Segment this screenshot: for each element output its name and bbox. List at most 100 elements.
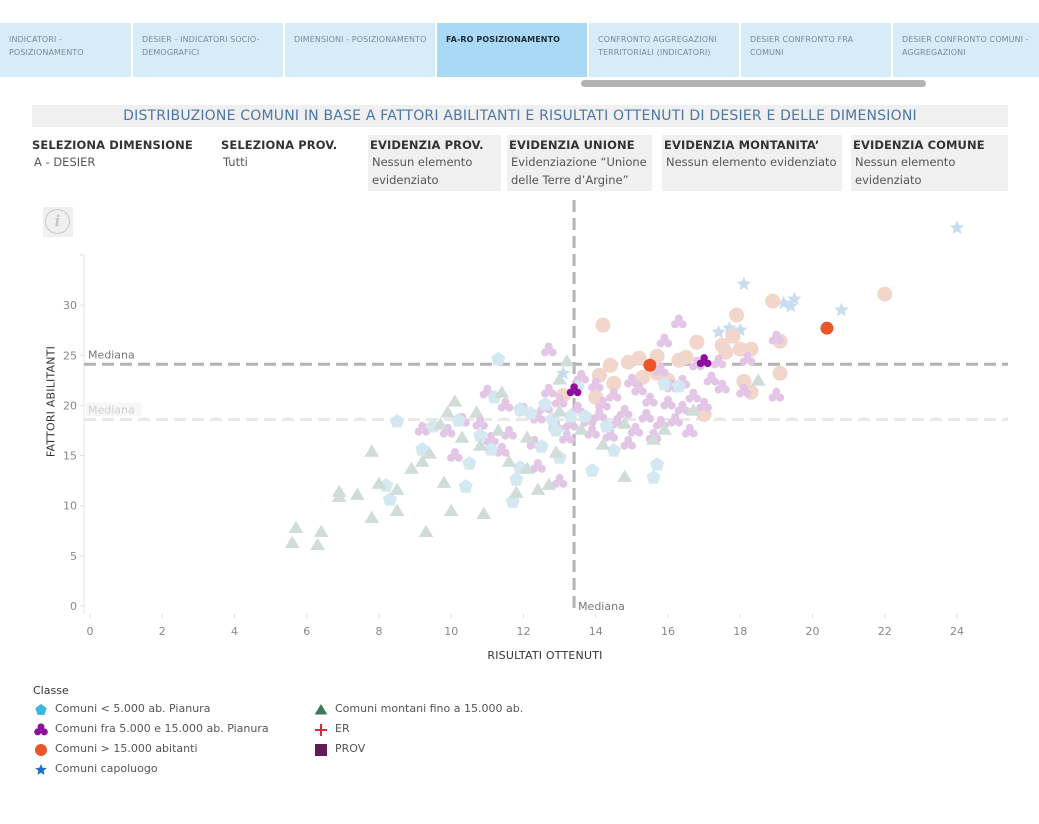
data-point[interactable]	[414, 421, 431, 436]
data-point[interactable]	[657, 422, 672, 435]
data-point[interactable]	[509, 472, 524, 486]
data-point[interactable]	[685, 403, 701, 416]
data-point[interactable]	[620, 354, 636, 370]
data-point[interactable]	[530, 458, 546, 473]
data-point[interactable]	[349, 487, 365, 500]
highlighted-data-point[interactable]	[696, 354, 712, 368]
data-point[interactable]	[599, 419, 614, 433]
data-point[interactable]	[389, 482, 405, 495]
data-point[interactable]	[736, 383, 752, 398]
data-point[interactable]	[732, 341, 748, 357]
data-point[interactable]	[765, 293, 781, 309]
data-point[interactable]	[585, 463, 600, 477]
data-point[interactable]	[548, 423, 564, 437]
filter-value[interactable]: Tutti	[223, 155, 248, 169]
data-point[interactable]	[404, 461, 419, 474]
data-point[interactable]	[548, 445, 564, 458]
circle-icon-shape[interactable]	[35, 744, 47, 756]
data-point[interactable]	[473, 428, 488, 442]
tab-dimensioni-posizionamento[interactable]: DIMENSIONI - POSIZIONAMENTO	[285, 23, 435, 77]
data-point[interactable]	[696, 397, 712, 412]
data-point[interactable]	[490, 423, 506, 436]
data-point[interactable]	[497, 397, 514, 412]
data-point[interactable]	[447, 447, 463, 462]
data-point[interactable]	[620, 435, 637, 450]
data-point[interactable]	[415, 442, 430, 456]
data-point[interactable]	[559, 354, 575, 367]
data-point[interactable]	[642, 392, 658, 407]
data-point[interactable]	[476, 506, 492, 519]
data-point[interactable]	[617, 469, 632, 482]
data-point[interactable]	[739, 351, 756, 366]
filter-value[interactable]: Nessun elemento evidenziato	[855, 155, 956, 187]
data-point[interactable]	[422, 446, 437, 459]
data-point[interactable]	[418, 524, 434, 538]
data-point[interactable]	[501, 454, 517, 467]
data-point[interactable]	[494, 385, 510, 398]
data-point[interactable]	[710, 354, 727, 369]
data-point[interactable]	[685, 388, 702, 403]
data-point[interactable]	[736, 373, 752, 389]
data-point[interactable]	[523, 405, 538, 420]
data-point[interactable]	[671, 352, 687, 368]
pentagon-icon-shape[interactable]	[35, 704, 47, 715]
data-point[interactable]	[635, 369, 651, 385]
data-point[interactable]	[949, 220, 965, 234]
data-point[interactable]	[552, 372, 567, 385]
data-point[interactable]	[783, 298, 798, 313]
data-point[interactable]	[595, 437, 611, 450]
data-point[interactable]	[667, 412, 684, 427]
data-point[interactable]	[364, 510, 380, 523]
tab-desier-indicatori-socio-demografici[interactable]: DESIER - INDICATORI SOCIO-DEMOGRAFICI	[133, 23, 283, 77]
filter-value[interactable]: Nessun elemento evidenziato	[372, 155, 473, 187]
data-point[interactable]	[681, 423, 698, 438]
data-point[interactable]	[602, 357, 618, 373]
data-point[interactable]	[714, 379, 730, 394]
highlighted-data-point[interactable]	[566, 383, 582, 397]
data-point[interactable]	[288, 520, 304, 534]
data-point[interactable]	[587, 377, 604, 392]
data-point[interactable]	[616, 404, 633, 419]
triangle-icon-shape[interactable]	[314, 704, 328, 715]
data-point[interactable]	[591, 407, 608, 422]
data-point[interactable]	[331, 484, 347, 497]
data-point[interactable]	[541, 477, 557, 490]
data-point[interactable]	[540, 383, 557, 398]
filter-evidenzia-montanita[interactable]: EVIDENZIA MONTANITA’ Nessun elemento evi…	[662, 135, 842, 191]
data-point[interactable]	[768, 387, 785, 402]
data-point[interactable]	[671, 314, 687, 329]
data-point[interactable]	[371, 476, 387, 489]
data-point[interactable]	[563, 408, 578, 423]
data-point[interactable]	[656, 333, 673, 348]
filter-value[interactable]: A - DESIER	[34, 155, 96, 169]
data-point[interactable]	[483, 442, 499, 456]
data-point[interactable]	[877, 286, 893, 302]
data-point[interactable]	[451, 412, 466, 427]
data-point[interactable]	[534, 439, 549, 453]
data-point[interactable]	[627, 422, 644, 437]
data-point[interactable]	[725, 328, 741, 344]
data-point[interactable]	[772, 365, 788, 381]
data-point[interactable]	[447, 394, 463, 407]
cross-icon-shape[interactable]	[315, 724, 327, 736]
data-point[interactable]	[436, 475, 452, 488]
data-point[interactable]	[512, 401, 527, 416]
tab-confronto-aggregazioni-territoriali[interactable]: CONFRONTO AGGREGAZIONI TERRITORIALI (IND…	[589, 23, 739, 77]
tab-indicatori-posizionamento[interactable]: INDICATORI - POSIZIONAMENTO	[0, 23, 131, 77]
data-point[interactable]	[638, 408, 655, 423]
star-icon-shape[interactable]	[35, 764, 47, 775]
filter-evidenzia-prov[interactable]: EVIDENZIA PROV. Nessun elemento evidenzi…	[368, 135, 501, 191]
data-point[interactable]	[711, 324, 726, 339]
tab-scrollbar[interactable]	[581, 80, 926, 87]
data-point[interactable]	[617, 416, 632, 429]
data-point[interactable]	[439, 423, 456, 438]
data-point[interactable]	[595, 317, 611, 333]
data-point[interactable]	[577, 408, 592, 423]
data-point[interactable]	[703, 371, 720, 386]
data-point[interactable]	[462, 456, 477, 470]
data-point[interactable]	[631, 381, 647, 396]
data-point[interactable]	[729, 307, 745, 323]
highlighted-data-point[interactable]	[820, 321, 834, 335]
data-point[interactable]	[750, 373, 766, 386]
data-point[interactable]	[646, 470, 661, 484]
